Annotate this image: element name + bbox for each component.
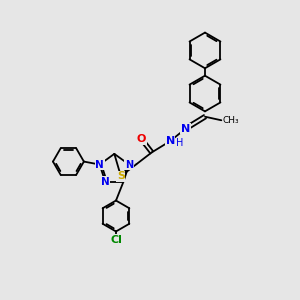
Text: Cl: Cl <box>110 235 122 245</box>
Text: O: O <box>137 134 146 144</box>
Text: N: N <box>101 177 110 187</box>
Text: H: H <box>176 138 184 148</box>
Text: N: N <box>181 124 190 134</box>
Text: CH₃: CH₃ <box>223 116 239 125</box>
Text: S: S <box>117 171 125 181</box>
Text: N: N <box>125 160 133 170</box>
Text: N: N <box>95 160 104 170</box>
Text: N: N <box>166 136 175 146</box>
